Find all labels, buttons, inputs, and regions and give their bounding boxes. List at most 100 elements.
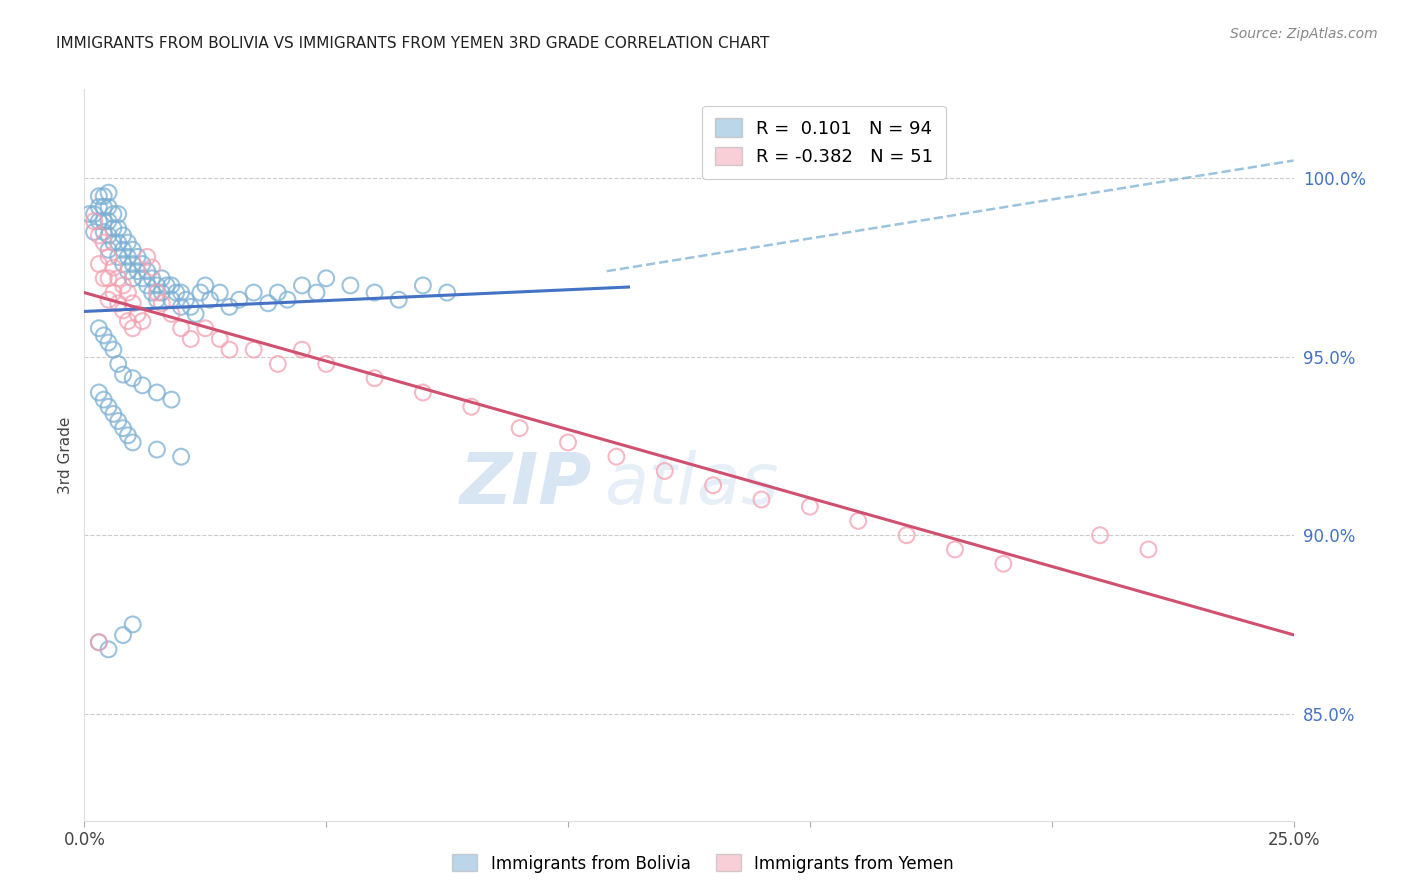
Point xyxy=(121,296,143,310)
Point xyxy=(218,300,240,314)
Point xyxy=(146,442,169,457)
Point xyxy=(112,628,135,642)
Point xyxy=(107,296,129,310)
Legend: R =  0.101   N = 94, R = -0.382   N = 51: R = 0.101 N = 94, R = -0.382 N = 51 xyxy=(702,105,946,178)
Point xyxy=(77,207,100,221)
Point xyxy=(83,225,105,239)
Point xyxy=(87,257,110,271)
Point xyxy=(121,271,143,285)
Point xyxy=(198,293,221,307)
Point xyxy=(242,343,264,357)
Point xyxy=(150,296,173,310)
Point xyxy=(83,214,105,228)
Point xyxy=(117,285,139,300)
Point xyxy=(121,371,143,385)
Point xyxy=(170,300,193,314)
Point xyxy=(112,257,135,271)
Point xyxy=(305,285,328,300)
Point xyxy=(180,300,202,314)
Point xyxy=(87,385,110,400)
Point xyxy=(93,200,115,214)
Point xyxy=(412,278,434,293)
Point xyxy=(87,635,110,649)
Point xyxy=(131,378,153,392)
Point xyxy=(146,278,169,293)
Point xyxy=(107,271,129,285)
Point xyxy=(155,278,177,293)
Point xyxy=(228,293,250,307)
Point xyxy=(136,278,159,293)
Point xyxy=(180,332,202,346)
Point xyxy=(509,421,531,435)
Point xyxy=(131,271,153,285)
Point xyxy=(184,307,207,321)
Point xyxy=(93,189,115,203)
Point xyxy=(799,500,821,514)
Point xyxy=(121,435,143,450)
Point xyxy=(194,321,217,335)
Point xyxy=(751,492,773,507)
Point xyxy=(127,264,149,278)
Point xyxy=(136,250,159,264)
Point xyxy=(112,303,135,318)
Point xyxy=(131,314,153,328)
Point xyxy=(97,293,120,307)
Point xyxy=(107,221,129,235)
Point xyxy=(97,400,120,414)
Point xyxy=(146,293,169,307)
Point xyxy=(97,228,120,243)
Point xyxy=(388,293,411,307)
Point xyxy=(87,200,110,214)
Point xyxy=(107,235,129,250)
Point xyxy=(103,207,125,221)
Point xyxy=(103,260,125,275)
Point xyxy=(141,271,163,285)
Point xyxy=(87,214,110,228)
Point xyxy=(97,335,120,350)
Point xyxy=(127,307,149,321)
Point xyxy=(993,557,1015,571)
Point xyxy=(121,257,143,271)
Point xyxy=(160,293,183,307)
Point xyxy=(412,385,434,400)
Point xyxy=(97,200,120,214)
Point xyxy=(107,250,129,264)
Point xyxy=(605,450,627,464)
Point xyxy=(165,285,187,300)
Point xyxy=(267,285,290,300)
Point xyxy=(97,243,120,257)
Point xyxy=(846,514,869,528)
Point xyxy=(557,435,579,450)
Point xyxy=(97,250,120,264)
Point xyxy=(93,225,115,239)
Point xyxy=(257,296,280,310)
Point xyxy=(170,321,193,335)
Point xyxy=(112,228,135,243)
Point xyxy=(93,392,115,407)
Point xyxy=(87,228,110,243)
Point xyxy=(276,293,298,307)
Point xyxy=(121,321,143,335)
Point xyxy=(103,285,125,300)
Legend: Immigrants from Bolivia, Immigrants from Yemen: Immigrants from Bolivia, Immigrants from… xyxy=(446,847,960,880)
Point xyxy=(174,293,197,307)
Point xyxy=(112,243,135,257)
Point xyxy=(146,285,169,300)
Point xyxy=(103,235,125,250)
Point xyxy=(291,343,314,357)
Point xyxy=(87,321,110,335)
Point xyxy=(121,617,143,632)
Point xyxy=(170,285,193,300)
Point xyxy=(208,332,231,346)
Point xyxy=(194,278,217,293)
Point xyxy=(93,328,115,343)
Point xyxy=(97,642,120,657)
Text: IMMIGRANTS FROM BOLIVIA VS IMMIGRANTS FROM YEMEN 3RD GRADE CORRELATION CHART: IMMIGRANTS FROM BOLIVIA VS IMMIGRANTS FR… xyxy=(56,36,769,51)
Point xyxy=(943,542,966,557)
Point xyxy=(136,264,159,278)
Point xyxy=(117,314,139,328)
Text: Source: ZipAtlas.com: Source: ZipAtlas.com xyxy=(1230,27,1378,41)
Point xyxy=(267,357,290,371)
Point xyxy=(150,285,173,300)
Text: ZIP: ZIP xyxy=(460,450,592,518)
